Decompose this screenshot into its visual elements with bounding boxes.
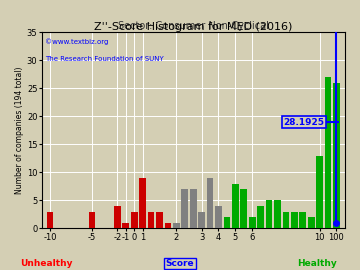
Text: Unhealthy: Unhealthy bbox=[21, 259, 73, 268]
Bar bbox=[240, 189, 247, 228]
Bar bbox=[131, 212, 138, 228]
Bar bbox=[291, 212, 298, 228]
Bar bbox=[181, 189, 188, 228]
Bar bbox=[198, 212, 205, 228]
Text: 28.1925: 28.1925 bbox=[284, 117, 325, 127]
Text: The Research Foundation of SUNY: The Research Foundation of SUNY bbox=[45, 56, 163, 62]
Y-axis label: Number of companies (194 total): Number of companies (194 total) bbox=[15, 67, 24, 194]
Title: Z''-Score Histogram for MED (2016): Z''-Score Histogram for MED (2016) bbox=[94, 22, 292, 32]
Bar bbox=[333, 83, 340, 228]
Bar bbox=[283, 212, 289, 228]
Bar bbox=[215, 206, 222, 228]
Bar bbox=[114, 206, 121, 228]
Bar bbox=[249, 217, 256, 228]
Bar bbox=[325, 77, 332, 228]
Bar bbox=[266, 200, 273, 228]
Bar bbox=[308, 217, 315, 228]
Bar bbox=[190, 189, 197, 228]
Bar bbox=[207, 178, 213, 228]
Text: Sector: Consumer Non-Cyclical: Sector: Consumer Non-Cyclical bbox=[118, 21, 269, 31]
Bar bbox=[89, 212, 95, 228]
Bar bbox=[148, 212, 154, 228]
Bar bbox=[47, 212, 53, 228]
Text: Score: Score bbox=[166, 259, 194, 268]
Bar bbox=[232, 184, 239, 228]
Bar bbox=[224, 217, 230, 228]
Bar bbox=[257, 206, 264, 228]
Bar bbox=[165, 223, 171, 228]
Text: Healthy: Healthy bbox=[297, 259, 337, 268]
Bar bbox=[156, 212, 163, 228]
Text: ©www.textbiz.org: ©www.textbiz.org bbox=[45, 38, 108, 45]
Bar bbox=[274, 200, 281, 228]
Bar bbox=[139, 178, 146, 228]
Bar bbox=[122, 223, 129, 228]
Bar bbox=[173, 223, 180, 228]
Bar bbox=[300, 212, 306, 228]
Bar bbox=[316, 156, 323, 228]
